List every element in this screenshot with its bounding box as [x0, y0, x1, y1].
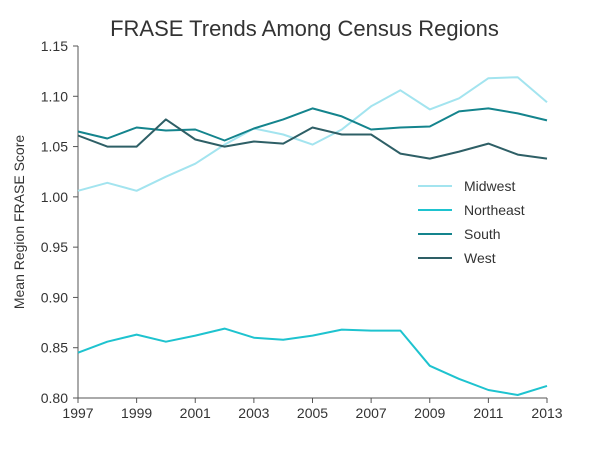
- x-tick-label: 2001: [180, 405, 211, 421]
- y-tick-label: 1.00: [41, 189, 68, 205]
- x-tick-label: 2005: [297, 405, 328, 421]
- legend-label-west: West: [464, 250, 496, 266]
- x-tick-label: 2013: [531, 405, 562, 421]
- x-tick-label: 1999: [121, 405, 152, 421]
- x-tick-label: 2003: [238, 405, 269, 421]
- y-tick-label: 1.05: [41, 139, 68, 155]
- x-tick-label: 2007: [356, 405, 387, 421]
- series-line-midwest: [77, 76, 548, 192]
- series-layer: [77, 76, 548, 396]
- y-tick-label: 0.80: [41, 390, 68, 406]
- y-axis-label: Mean Region FRASE Score: [11, 135, 27, 310]
- y-tick-label: 1.10: [41, 88, 68, 104]
- legend-label-northeast: Northeast: [464, 202, 525, 218]
- series-line-northeast: [77, 327, 548, 396]
- legend-label-south: South: [464, 226, 501, 242]
- series-line-west: [77, 118, 548, 160]
- chart-title: FRASE Trends Among Census Regions: [110, 16, 499, 41]
- x-tick-label: 2011: [473, 405, 503, 421]
- legend-label-midwest: Midwest: [464, 178, 515, 194]
- legend: Midwest Northeast South West: [418, 178, 525, 266]
- y-tick-label: 1.15: [41, 38, 68, 54]
- x-tick-label: 1997: [62, 405, 93, 421]
- y-tick-label: 0.90: [41, 289, 68, 305]
- y-tick-label: 0.95: [41, 239, 68, 255]
- x-tick-label: 2009: [414, 405, 445, 421]
- y-tick-label: 0.85: [41, 340, 68, 356]
- axes: 0.80 0.85 0.90 0.95 1.00 1.05 1.10 1.15 1997 1999…: [11, 38, 563, 421]
